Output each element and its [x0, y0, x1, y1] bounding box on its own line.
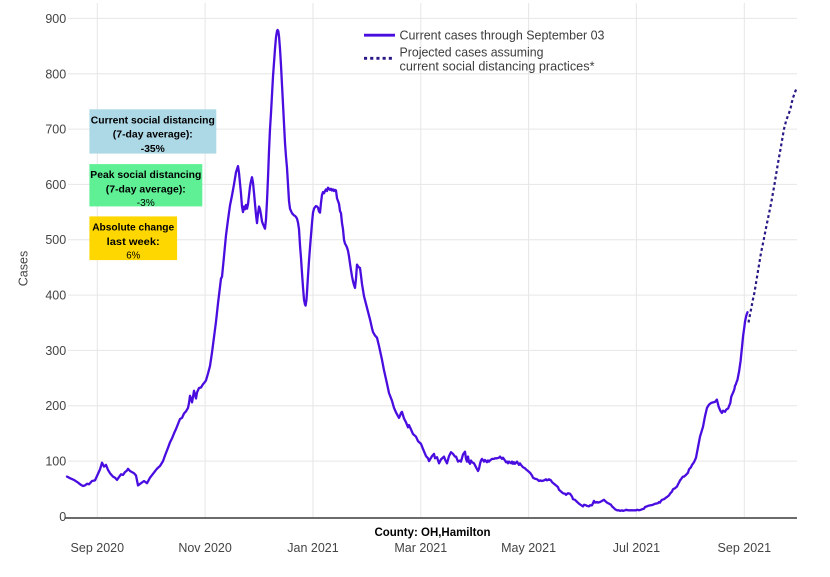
svg-text:0: 0: [59, 510, 66, 524]
svg-text:800: 800: [45, 67, 66, 81]
svg-text:900: 900: [45, 12, 66, 26]
svg-text:Projected cases assuming: Projected cases assuming: [400, 45, 544, 60]
svg-text:-35%: -35%: [141, 143, 166, 155]
svg-text:Jan 2021: Jan 2021: [287, 541, 338, 555]
svg-text:Nov 2020: Nov 2020: [178, 541, 232, 555]
svg-text:500: 500: [45, 233, 66, 247]
svg-text:County: OH,Hamilton: County: OH,Hamilton: [375, 525, 491, 539]
svg-text:100: 100: [45, 455, 66, 469]
svg-text:Jul 2021: Jul 2021: [613, 541, 660, 555]
svg-text:Mar 2021: Mar 2021: [394, 541, 447, 555]
svg-text:Sep 2021: Sep 2021: [718, 541, 772, 555]
svg-text:Absolute change: Absolute change: [92, 221, 174, 233]
svg-text:(7-day average):: (7-day average):: [113, 129, 193, 141]
svg-text:last week:: last week:: [107, 236, 160, 248]
svg-text:Sep 2020: Sep 2020: [71, 541, 125, 555]
svg-text:current social distancing prac: current social distancing practices*: [400, 59, 595, 74]
svg-text:300: 300: [45, 344, 66, 358]
svg-text:Cases: Cases: [17, 251, 31, 286]
svg-text:May 2021: May 2021: [501, 541, 556, 555]
svg-text:700: 700: [45, 123, 66, 137]
svg-text:200: 200: [45, 399, 66, 413]
svg-text:-3%: -3%: [137, 197, 155, 209]
svg-text:Peak social distancing: Peak social distancing: [90, 169, 201, 181]
svg-text:(7-day average):: (7-day average):: [106, 183, 186, 195]
svg-text:Current social distancing: Current social distancing: [91, 114, 215, 126]
svg-text:600: 600: [45, 178, 66, 192]
svg-text:6%: 6%: [126, 250, 140, 262]
svg-text:400: 400: [45, 289, 66, 303]
svg-text:Current cases through Septembe: Current cases through September 03: [400, 28, 605, 43]
